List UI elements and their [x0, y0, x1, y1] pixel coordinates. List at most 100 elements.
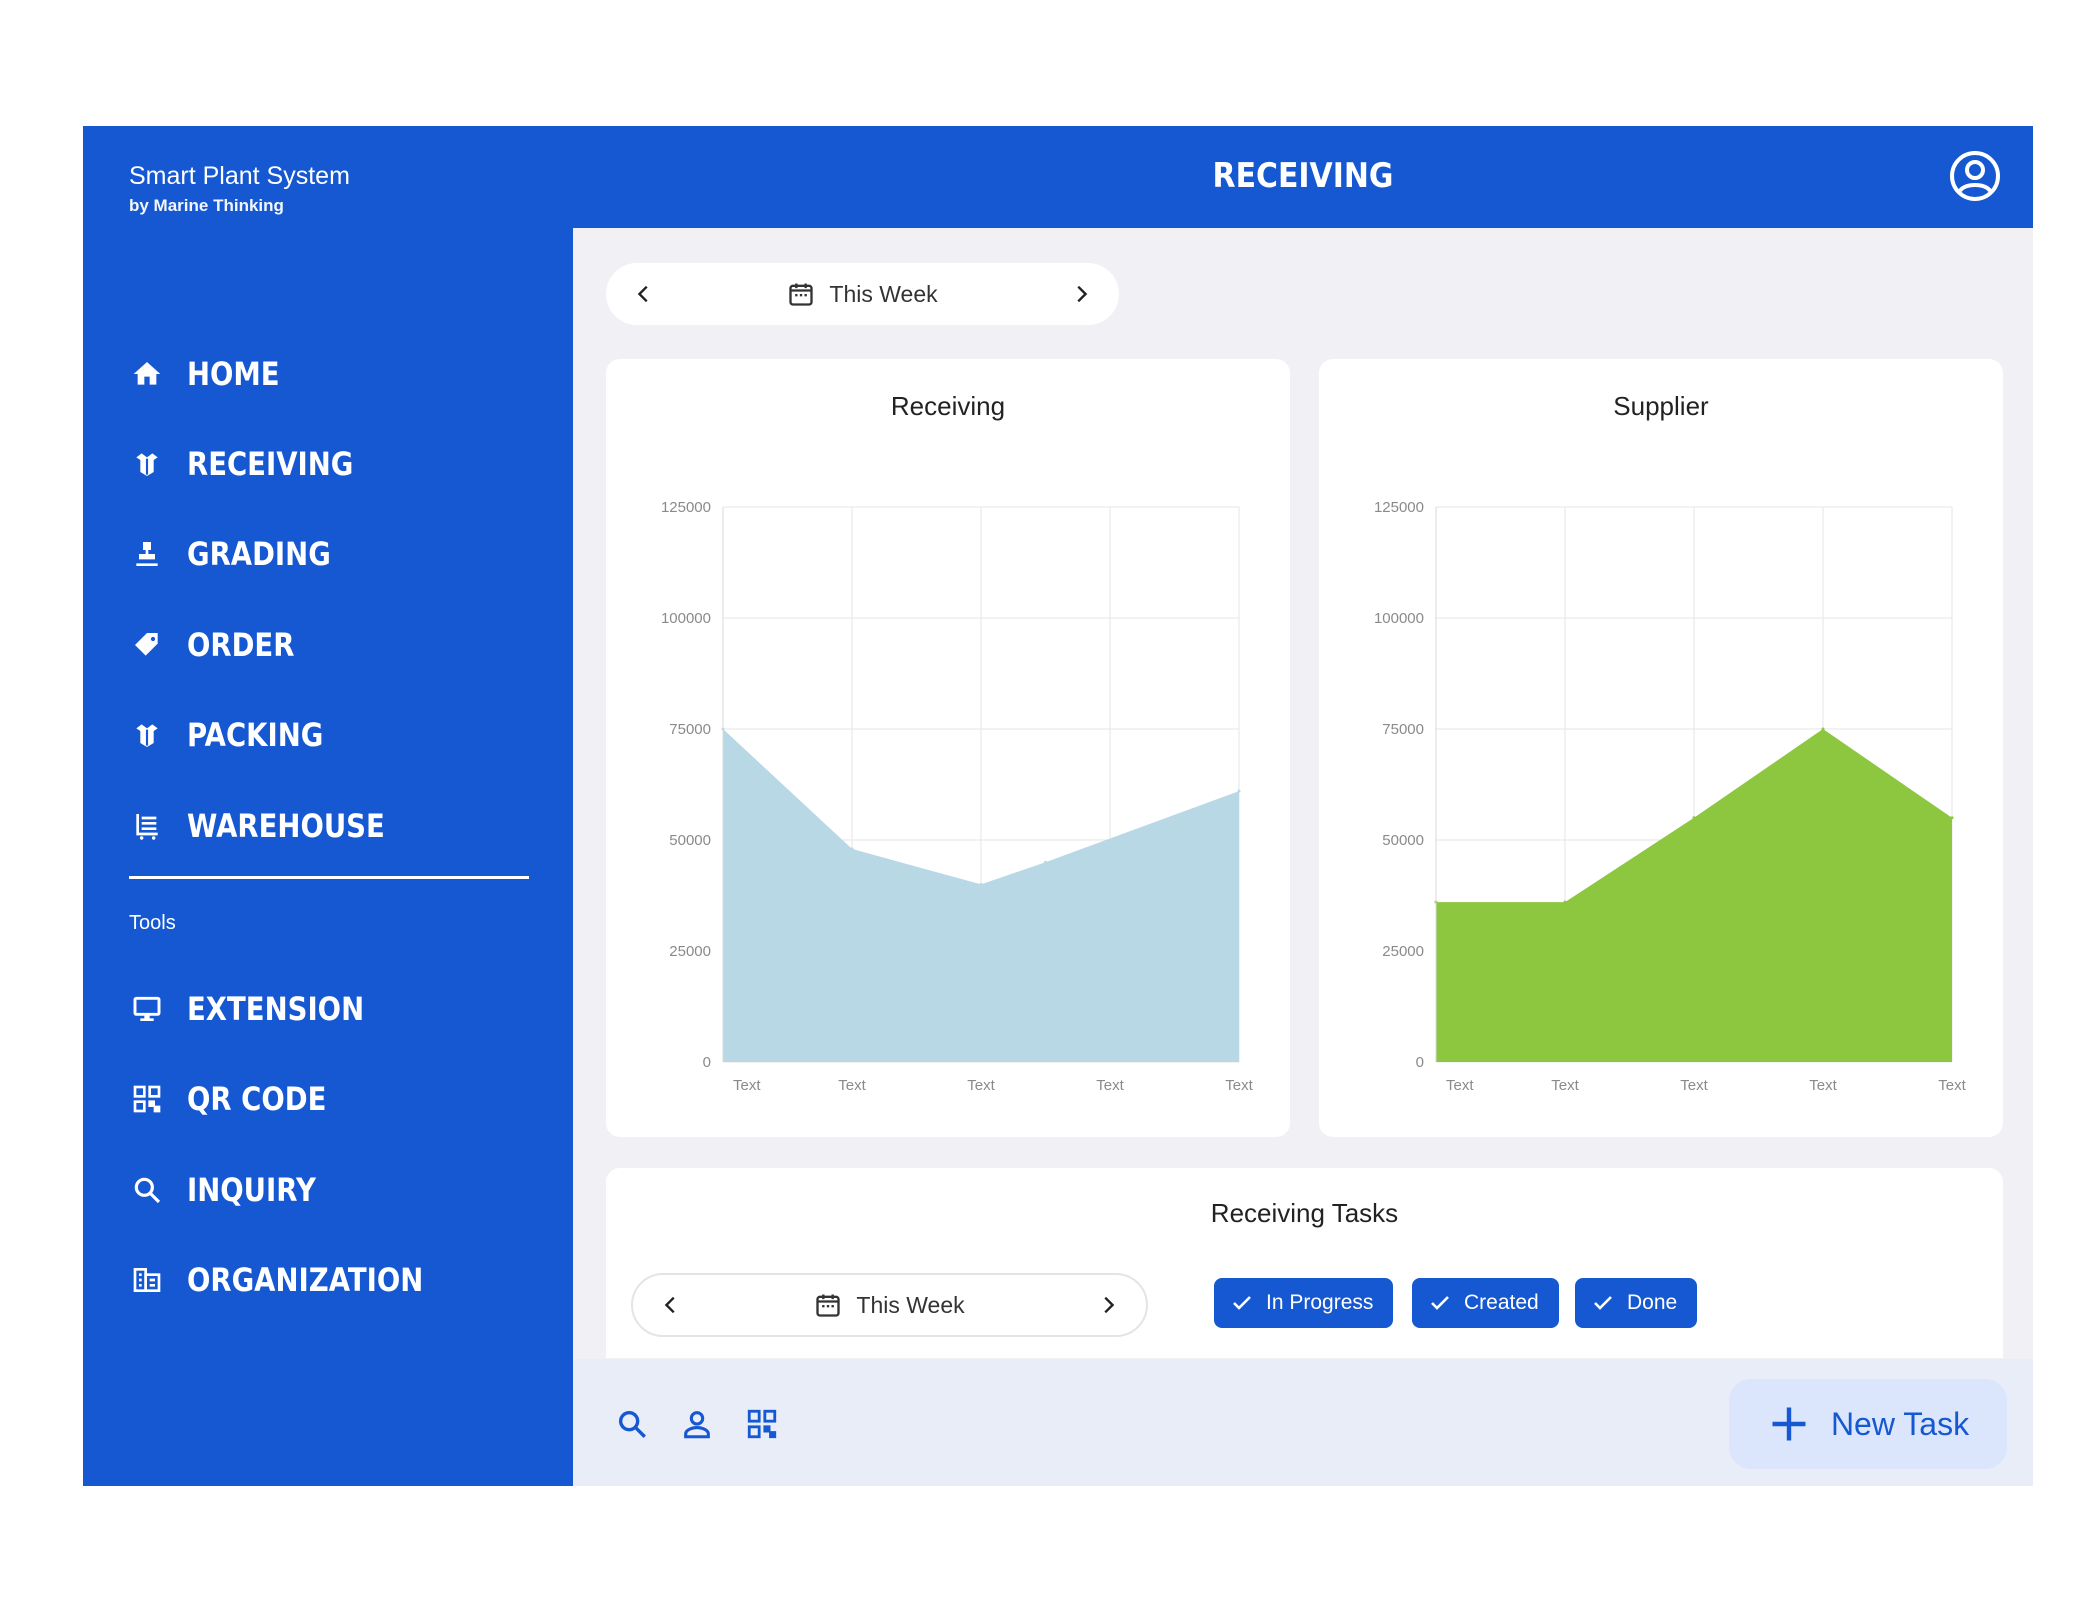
sidebar-item-home[interactable]: HOME	[129, 344, 529, 404]
sidebar-item-organization[interactable]: ORGANIZATION	[129, 1250, 529, 1310]
sidebar: Smart Plant System by Marine Thinking HO…	[83, 126, 573, 1486]
chart-title: Receiving	[890, 391, 1006, 421]
qr-scan-button[interactable]	[745, 1407, 779, 1441]
week-picker: This Week	[606, 263, 1119, 325]
top-header: RECEIVING	[573, 126, 2033, 228]
week-label[interactable]: This Week	[691, 1291, 1088, 1319]
profile-button[interactable]	[680, 1407, 714, 1441]
supplier-area-chart: 0 25000 50000 75000 100000 125000 Text Text Text…	[1374, 499, 1967, 1094]
sidebar-item-label: GRADING	[187, 535, 331, 573]
next-week-button[interactable]	[1088, 1285, 1128, 1325]
filter-chip-created[interactable]: Created	[1412, 1278, 1559, 1328]
sidebar-item-order[interactable]: ORDER	[129, 615, 529, 675]
receiving-tasks-panel: Receiving Tasks This Week In Progress	[606, 1168, 2003, 1358]
account-button[interactable]	[1949, 150, 2001, 202]
prev-week-button[interactable]	[651, 1285, 691, 1325]
x-tick-label: Text	[1446, 1077, 1474, 1094]
cart-list-icon	[129, 808, 165, 844]
chip-label: Done	[1627, 1291, 1678, 1314]
sidebar-item-label: EXTENSION	[187, 990, 365, 1028]
y-tick-label: 100000	[661, 610, 711, 627]
y-tick-label: 0	[1416, 1054, 1424, 1071]
app-window: Smart Plant System by Marine Thinking HO…	[83, 126, 2033, 1486]
sidebar-item-qr-code[interactable]: QR CODE	[129, 1069, 529, 1129]
search-icon	[129, 1172, 165, 1208]
brand-subtitle: by Marine Thinking	[129, 196, 284, 215]
search-icon	[618, 1410, 646, 1438]
bottom-action-bar: New Task	[573, 1359, 2033, 1486]
x-tick-label: Text	[1096, 1077, 1124, 1094]
tag-icon	[129, 627, 165, 663]
prev-week-button[interactable]	[624, 274, 664, 314]
tools-section-label: Tools	[129, 912, 176, 934]
data-point	[1821, 727, 1825, 731]
x-tick-label: Text	[1809, 1077, 1837, 1094]
x-tick-label: Text	[1680, 1077, 1708, 1094]
person-icon	[684, 1411, 710, 1439]
data-point	[1044, 860, 1047, 864]
building-icon	[129, 1262, 165, 1298]
new-task-label: New Task	[1830, 1405, 1970, 1442]
stamp-icon	[129, 536, 165, 572]
sidebar-item-extension[interactable]: EXTENSION	[129, 979, 529, 1039]
sidebar-item-packing[interactable]: PACKING	[129, 705, 529, 765]
sidebar-item-label: RECEIVING	[187, 445, 354, 483]
y-tick-label: 75000	[669, 721, 711, 738]
chart-title: Supplier	[1613, 391, 1709, 421]
data-point	[850, 847, 854, 851]
y-tick-label: 125000	[1374, 499, 1424, 516]
x-tick-label: Text	[733, 1077, 761, 1094]
sidebar-item-grading[interactable]: GRADING	[129, 524, 529, 584]
package-open-icon	[129, 717, 165, 753]
check-icon	[1431, 1296, 1449, 1310]
sidebar-item-inquiry[interactable]: INQUIRY	[129, 1160, 529, 1220]
home-icon	[129, 356, 165, 392]
x-tick-label: Text	[1938, 1077, 1966, 1094]
sidebar-item-receiving[interactable]: RECEIVING	[129, 434, 529, 494]
receiving-chart-card: Receiving 0 25000 50000 75000 100000 125000 Te…	[606, 359, 1290, 1137]
calendar-icon	[816, 1294, 841, 1317]
area-series	[723, 729, 1239, 1062]
account-circle-icon	[1950, 151, 2000, 201]
sidebar-divider	[129, 876, 529, 879]
supplier-chart-card: Supplier 0 25000 50000 75000 100000 125000 Tex…	[1319, 359, 2003, 1137]
data-point	[1237, 789, 1241, 793]
data-point	[1563, 900, 1567, 904]
sidebar-item-warehouse[interactable]: WAREHOUSE	[129, 796, 529, 856]
data-point	[979, 882, 983, 886]
qr-code-icon	[747, 1409, 777, 1439]
new-task-button[interactable]: New Task	[1729, 1379, 2007, 1469]
week-text: This Week	[856, 1291, 965, 1318]
tasks-title: Receiving Tasks	[1210, 1198, 1399, 1228]
qr-code-icon	[129, 1081, 165, 1117]
monitor-icon	[129, 991, 165, 1027]
y-tick-label: 0	[703, 1054, 711, 1071]
plus-icon	[1772, 1407, 1806, 1441]
chevron-left-icon	[664, 1296, 675, 1314]
chevron-left-icon	[637, 285, 648, 303]
search-button[interactable]	[615, 1407, 649, 1441]
sidebar-item-label: ORGANIZATION	[187, 1261, 424, 1299]
next-week-button[interactable]	[1061, 274, 1101, 314]
filter-chip-done[interactable]: Done	[1575, 1278, 1698, 1328]
area-series	[1436, 729, 1952, 1062]
y-tick-label: 50000	[669, 832, 711, 849]
filter-chip-in-progress[interactable]: In Progress	[1214, 1278, 1394, 1328]
week-text: This Week	[829, 280, 938, 307]
main-content: This Week Receiving 0 25000 50000 75000 1000…	[573, 228, 2033, 1486]
y-tick-label: 25000	[669, 943, 711, 960]
receiving-area-chart: 0 25000 50000 75000 100000 125000 Text Text Text…	[661, 499, 1254, 1094]
x-tick-label: Text	[1225, 1077, 1253, 1094]
sidebar-item-label: ORDER	[187, 626, 295, 664]
chip-label: Created	[1464, 1291, 1539, 1314]
calendar-icon	[789, 283, 814, 306]
chevron-right-icon	[1077, 285, 1088, 303]
sidebar-item-label: INQUIRY	[187, 1171, 316, 1209]
x-tick-label: Text	[838, 1077, 866, 1094]
x-tick-label: Text	[967, 1077, 995, 1094]
package-open-icon	[129, 446, 165, 482]
y-tick-label: 50000	[1382, 832, 1424, 849]
sidebar-item-label: QR CODE	[187, 1080, 327, 1118]
week-label[interactable]: This Week	[664, 280, 1061, 308]
y-tick-label: 125000	[661, 499, 711, 516]
